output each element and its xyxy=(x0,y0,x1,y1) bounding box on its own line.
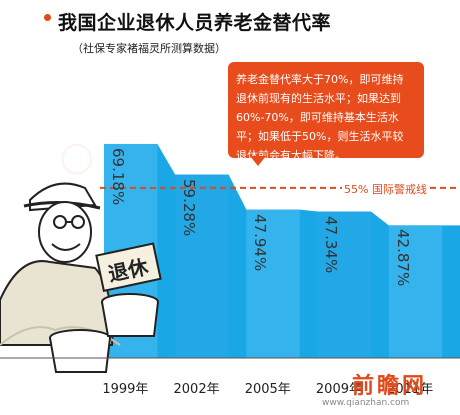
info-box-pointer xyxy=(250,156,266,166)
x-tick-label: 2009年 xyxy=(315,382,362,397)
area-column xyxy=(246,209,300,358)
info-line: 60%-70%，即可维持基本生活水 xyxy=(236,111,399,124)
retire-sign xyxy=(95,242,162,293)
page-subtitle: （社保专家褚福灵所测算数据） xyxy=(72,42,226,55)
data-label: 59.28% xyxy=(179,178,198,236)
info-line: 退休前现有的生活水平；如果达到 xyxy=(236,92,401,105)
info-line: 养老金替代率大于70%，即可维持 xyxy=(236,73,404,86)
x-tick-label: 2005年 xyxy=(244,382,291,397)
logo-url: www.qianzhan.com xyxy=(322,398,410,408)
title-bullet xyxy=(44,14,51,21)
info-line: 平；如果低于50%，则生活水平较 xyxy=(236,130,404,143)
page-title: 我国企业退休人员养老金替代率 xyxy=(58,12,332,34)
x-tick-label: 2011年 xyxy=(387,382,434,397)
area-column xyxy=(317,211,371,358)
warning-line-label: 55% 国际警戒线 xyxy=(342,180,429,197)
retiree-illustration: 退休 xyxy=(0,182,162,373)
data-label: 47.94% xyxy=(251,213,270,271)
x-tick-label: 1999年 xyxy=(102,382,149,397)
area-column xyxy=(175,174,229,358)
x-tick-label: 2002年 xyxy=(173,382,220,397)
info-box: 养老金替代率大于70%，即可维持 退休前现有的生活水平；如果达到 60%-70%… xyxy=(228,62,424,162)
area-column xyxy=(388,225,443,358)
logo-text: 前瞻网 xyxy=(352,374,428,399)
data-label: 47.34% xyxy=(322,215,341,273)
data-label: 69.18% xyxy=(108,147,127,206)
data-label: 42.87% xyxy=(393,229,412,287)
